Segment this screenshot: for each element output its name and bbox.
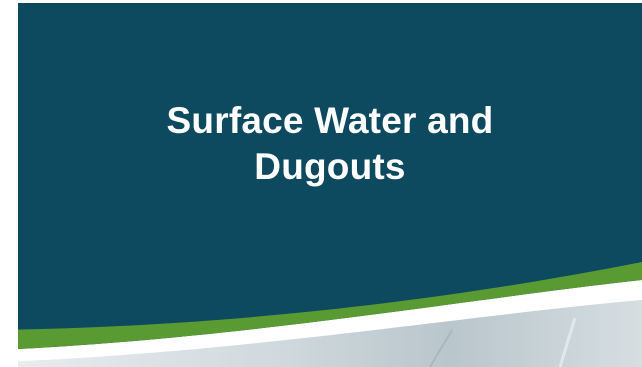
white-band [0, 280, 642, 362]
slide-title-line-1: Surface Water and [166, 100, 494, 141]
slide-title-line-2: Dugouts [254, 146, 406, 187]
photo-detail [558, 317, 577, 367]
slide-title: Surface Water and Dugouts [18, 98, 642, 190]
top-margin [0, 0, 642, 3]
left-margin [0, 0, 18, 367]
photo-detail [429, 329, 453, 367]
green-stripe [0, 262, 642, 350]
